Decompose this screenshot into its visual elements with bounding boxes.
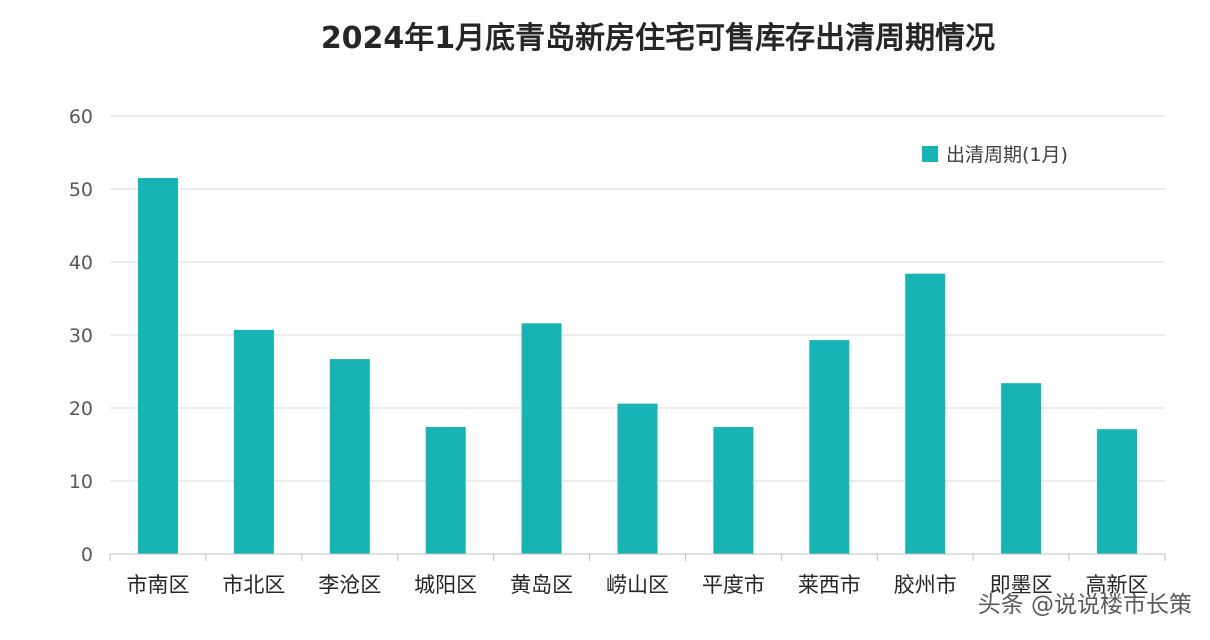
x-tick-label: 平度市 [702, 573, 765, 597]
x-tick-label: 城阳区 [414, 573, 477, 597]
bar [1001, 383, 1042, 554]
x-tick-label: 即墨区 [990, 573, 1053, 597]
y-axis: 0 10 20 30 40 50 60 [69, 106, 93, 566]
bar [329, 359, 370, 554]
bar [617, 403, 658, 554]
bar [425, 426, 466, 554]
bar [809, 340, 850, 554]
x-axis: 市南区 市北区 李沧区 城阳区 黄岛区 崂山区 平度市 莱西市 胶州市 即墨区 高新区 [109, 553, 1166, 597]
y-tick-label: 30 [69, 325, 93, 347]
y-tick-label: 0 [81, 544, 93, 566]
x-tick-label: 市南区 [126, 573, 189, 597]
bar [905, 273, 946, 554]
bar [1097, 429, 1138, 554]
x-tick-label: 高新区 [1086, 573, 1149, 597]
x-tick-label: 莱西市 [798, 573, 861, 597]
legend-label: 出清周期(1月) [946, 144, 1068, 166]
y-tick-label: 10 [69, 471, 93, 493]
chart-title: 2024年1月底青岛新房住宅可售库存出清周期情况 [321, 21, 995, 56]
y-tick-label: 40 [69, 252, 93, 274]
bars [137, 178, 1138, 555]
watermark: 头条 @说说楼市长策 [978, 592, 1192, 618]
bar [233, 329, 274, 554]
x-tick-label: 崂山区 [606, 573, 669, 597]
x-tick-label: 李沧区 [318, 573, 381, 597]
y-tick-label: 20 [69, 398, 93, 420]
bar [521, 323, 562, 554]
x-tick-label: 黄岛区 [510, 573, 573, 597]
y-tick-label: 60 [69, 106, 93, 128]
y-tick-label: 50 [69, 179, 93, 201]
x-tick-label: 市北区 [222, 573, 285, 597]
legend-swatch [922, 146, 938, 162]
bar [137, 178, 178, 555]
bar [713, 426, 754, 554]
x-tick-label: 胶州市 [894, 573, 957, 597]
legend: 出清周期(1月) [922, 144, 1068, 166]
gridlines [110, 115, 1165, 482]
